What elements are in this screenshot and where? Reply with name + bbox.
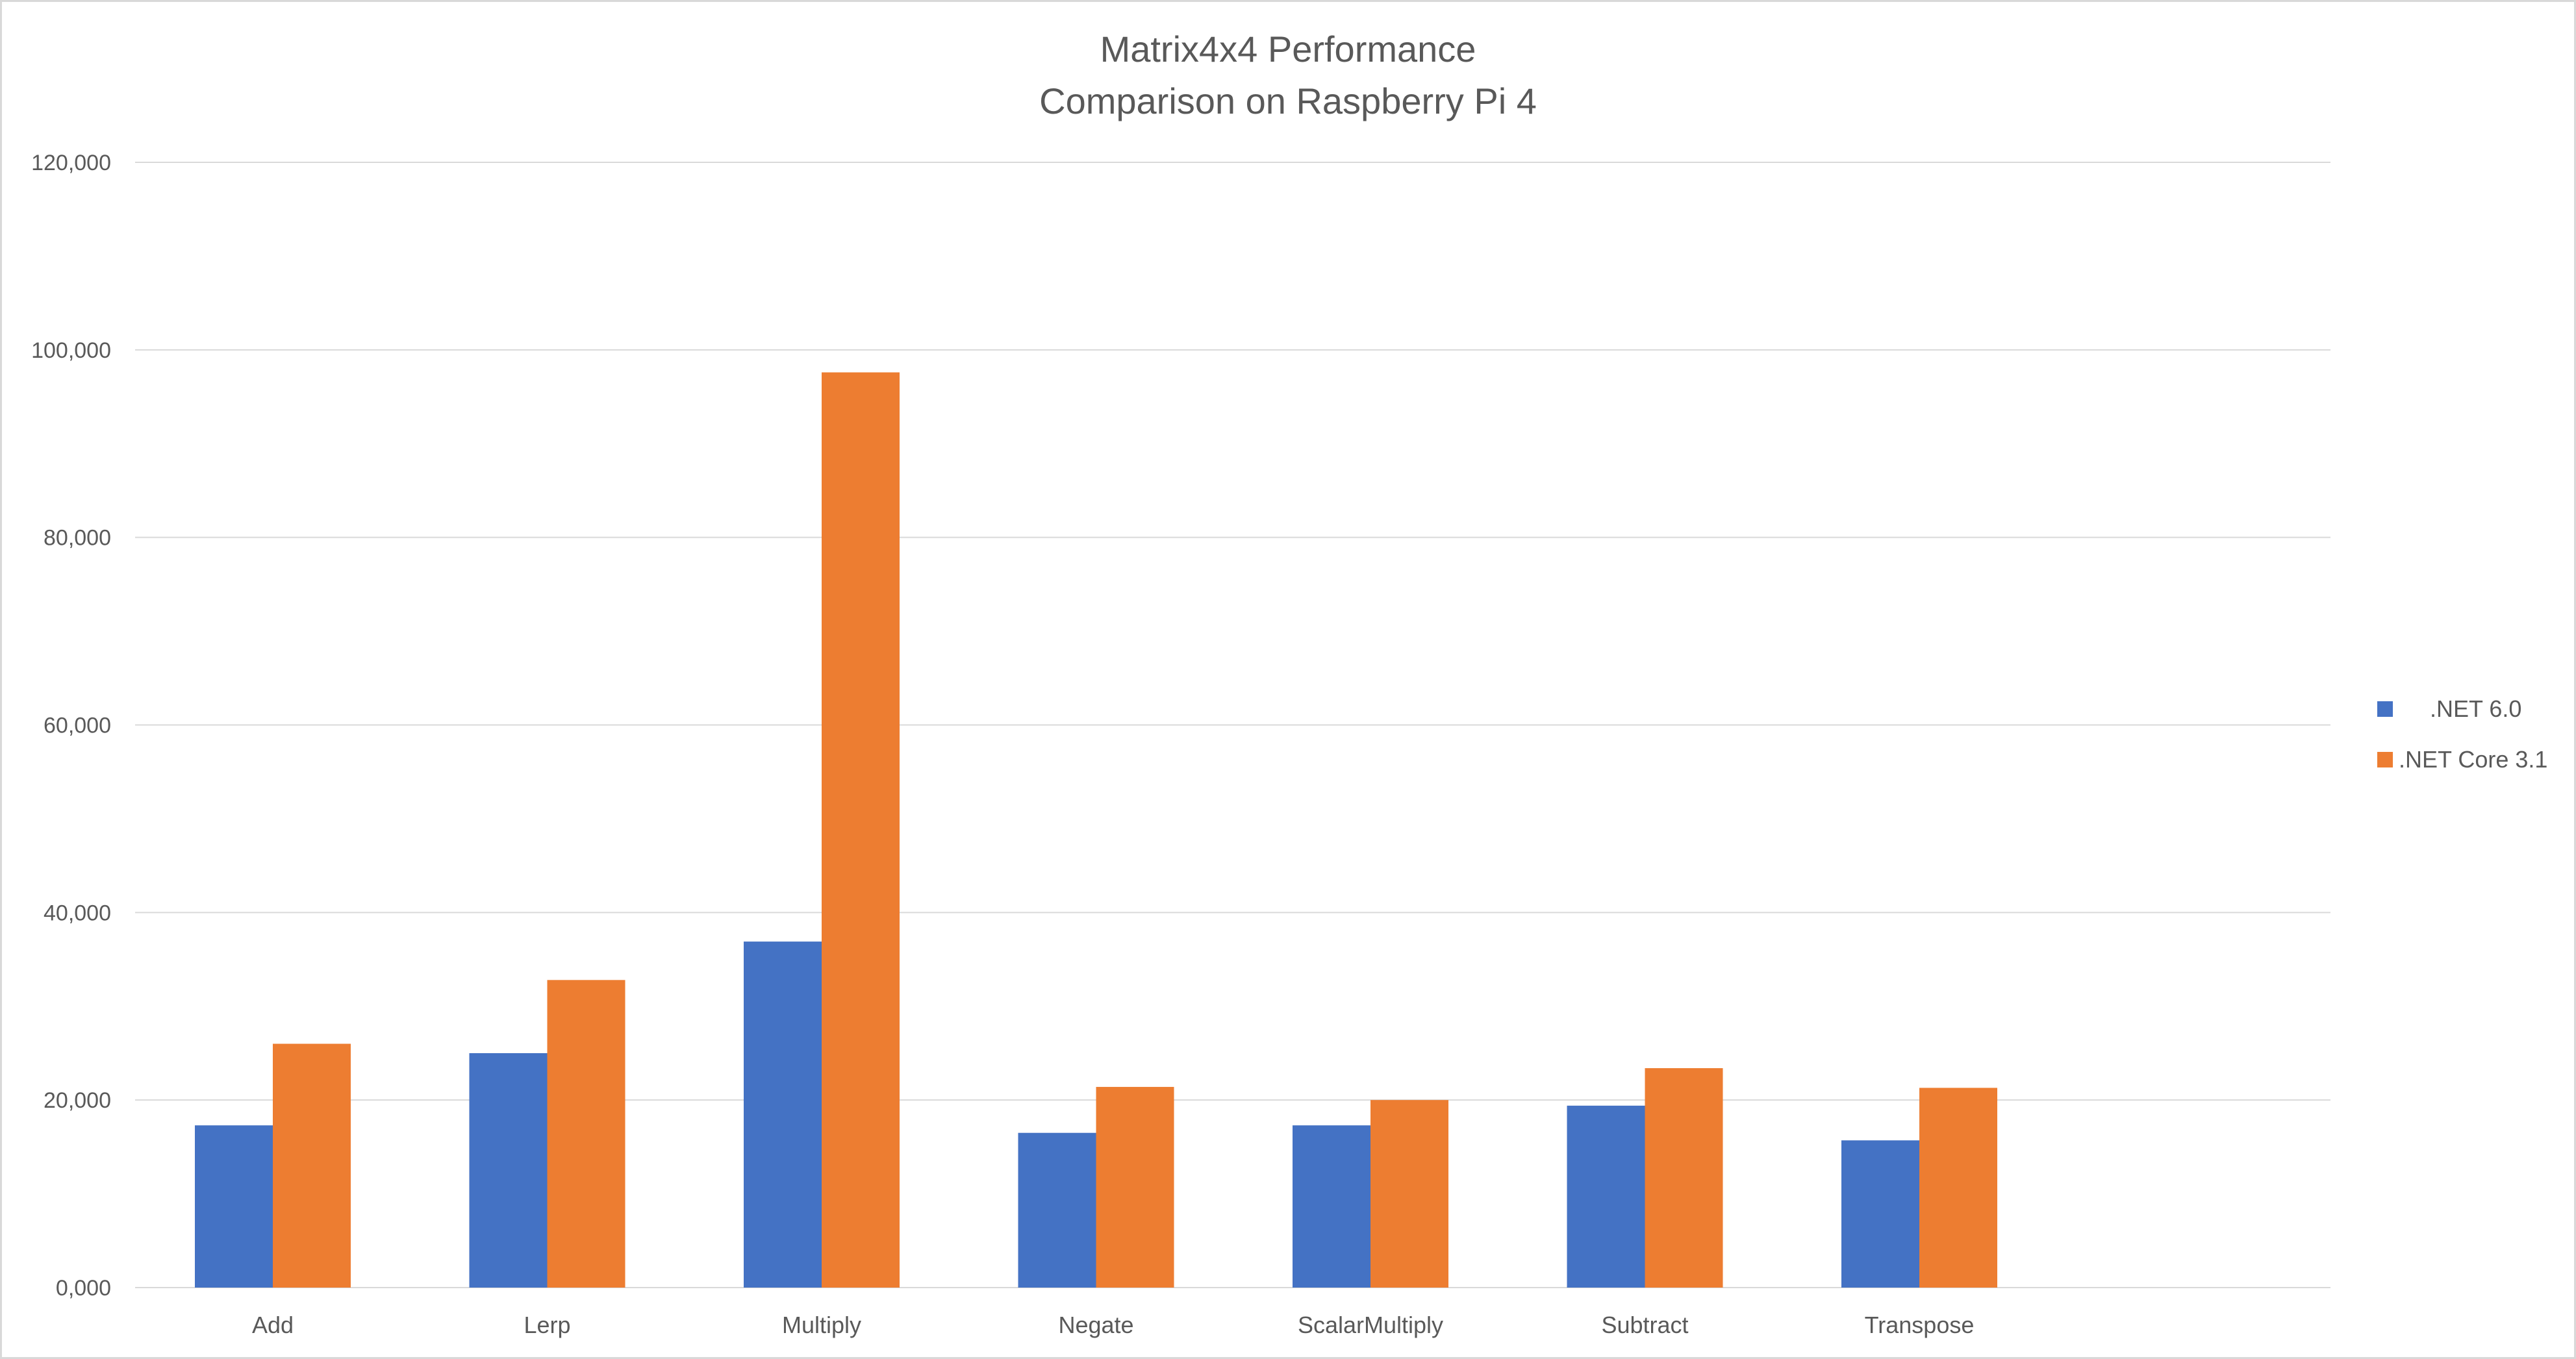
y-tick-label: 100,000 xyxy=(31,338,111,363)
legend-swatch xyxy=(2377,752,2393,767)
bar-net6-transpose xyxy=(1841,1140,1919,1288)
bar-net6-negate xyxy=(1018,1132,1096,1288)
bar-net6-multiply xyxy=(744,941,822,1288)
chart-title: Matrix4x4 Performance Comparison on Rasp… xyxy=(1039,29,1537,121)
chart-title-line-1: Matrix4x4 Performance xyxy=(1100,29,1476,69)
x-category-label: Transpose xyxy=(1865,1312,1975,1338)
y-tick-label: 80,000 xyxy=(44,526,111,551)
bar-netcore31-subtract xyxy=(1645,1068,1723,1288)
bar-netcore31-lerp xyxy=(547,980,625,1288)
gridlines xyxy=(135,162,2330,1288)
bars xyxy=(195,372,1997,1288)
x-category-label: Negate xyxy=(1058,1312,1133,1338)
bar-netcore31-negate xyxy=(1096,1086,1174,1288)
y-tick-label: 120,000 xyxy=(31,151,111,175)
y-tick-label: 20,000 xyxy=(44,1088,111,1113)
chart-title-line-2: Comparison on Raspberry Pi 4 xyxy=(1039,81,1537,121)
y-tick-label: 0,000 xyxy=(56,1276,111,1301)
y-tick-label: 60,000 xyxy=(44,714,111,738)
x-category-label: Add xyxy=(252,1312,294,1338)
x-category-label: Subtract xyxy=(1601,1312,1688,1338)
legend-label: .NET 6.0 xyxy=(2430,695,2521,722)
bar-netcore31-multiply xyxy=(822,372,900,1288)
legend: .NET 6.0 .NET Core 3.1 xyxy=(2377,695,2547,773)
bar-netcore31-scalarmultiply xyxy=(1370,1100,1448,1288)
bar-net6-lerp xyxy=(469,1053,548,1288)
x-category-label: Lerp xyxy=(524,1312,570,1338)
bar-netcore31-transpose xyxy=(1919,1088,1997,1288)
y-tick-label: 40,000 xyxy=(44,901,111,925)
bar-netcore31-add xyxy=(273,1043,351,1288)
bar-net6-scalarmultiply xyxy=(1293,1125,1370,1288)
legend-swatch xyxy=(2377,701,2393,717)
x-category-label: Multiply xyxy=(782,1312,861,1338)
x-category-label: ScalarMultiply xyxy=(1298,1312,1443,1338)
bar-net6-add xyxy=(195,1125,273,1288)
x-axis-category-labels: Add Lerp Multiply Negate ScalarMultiply Subtr… xyxy=(252,1312,1974,1338)
y-axis-tick-labels: 0,000 20,000 40,000 60,000 80,000 100,000 120,… xyxy=(31,151,111,1301)
legend-label: .NET Core 3.1 xyxy=(2399,746,2547,773)
bar-net6-subtract xyxy=(1567,1105,1645,1288)
